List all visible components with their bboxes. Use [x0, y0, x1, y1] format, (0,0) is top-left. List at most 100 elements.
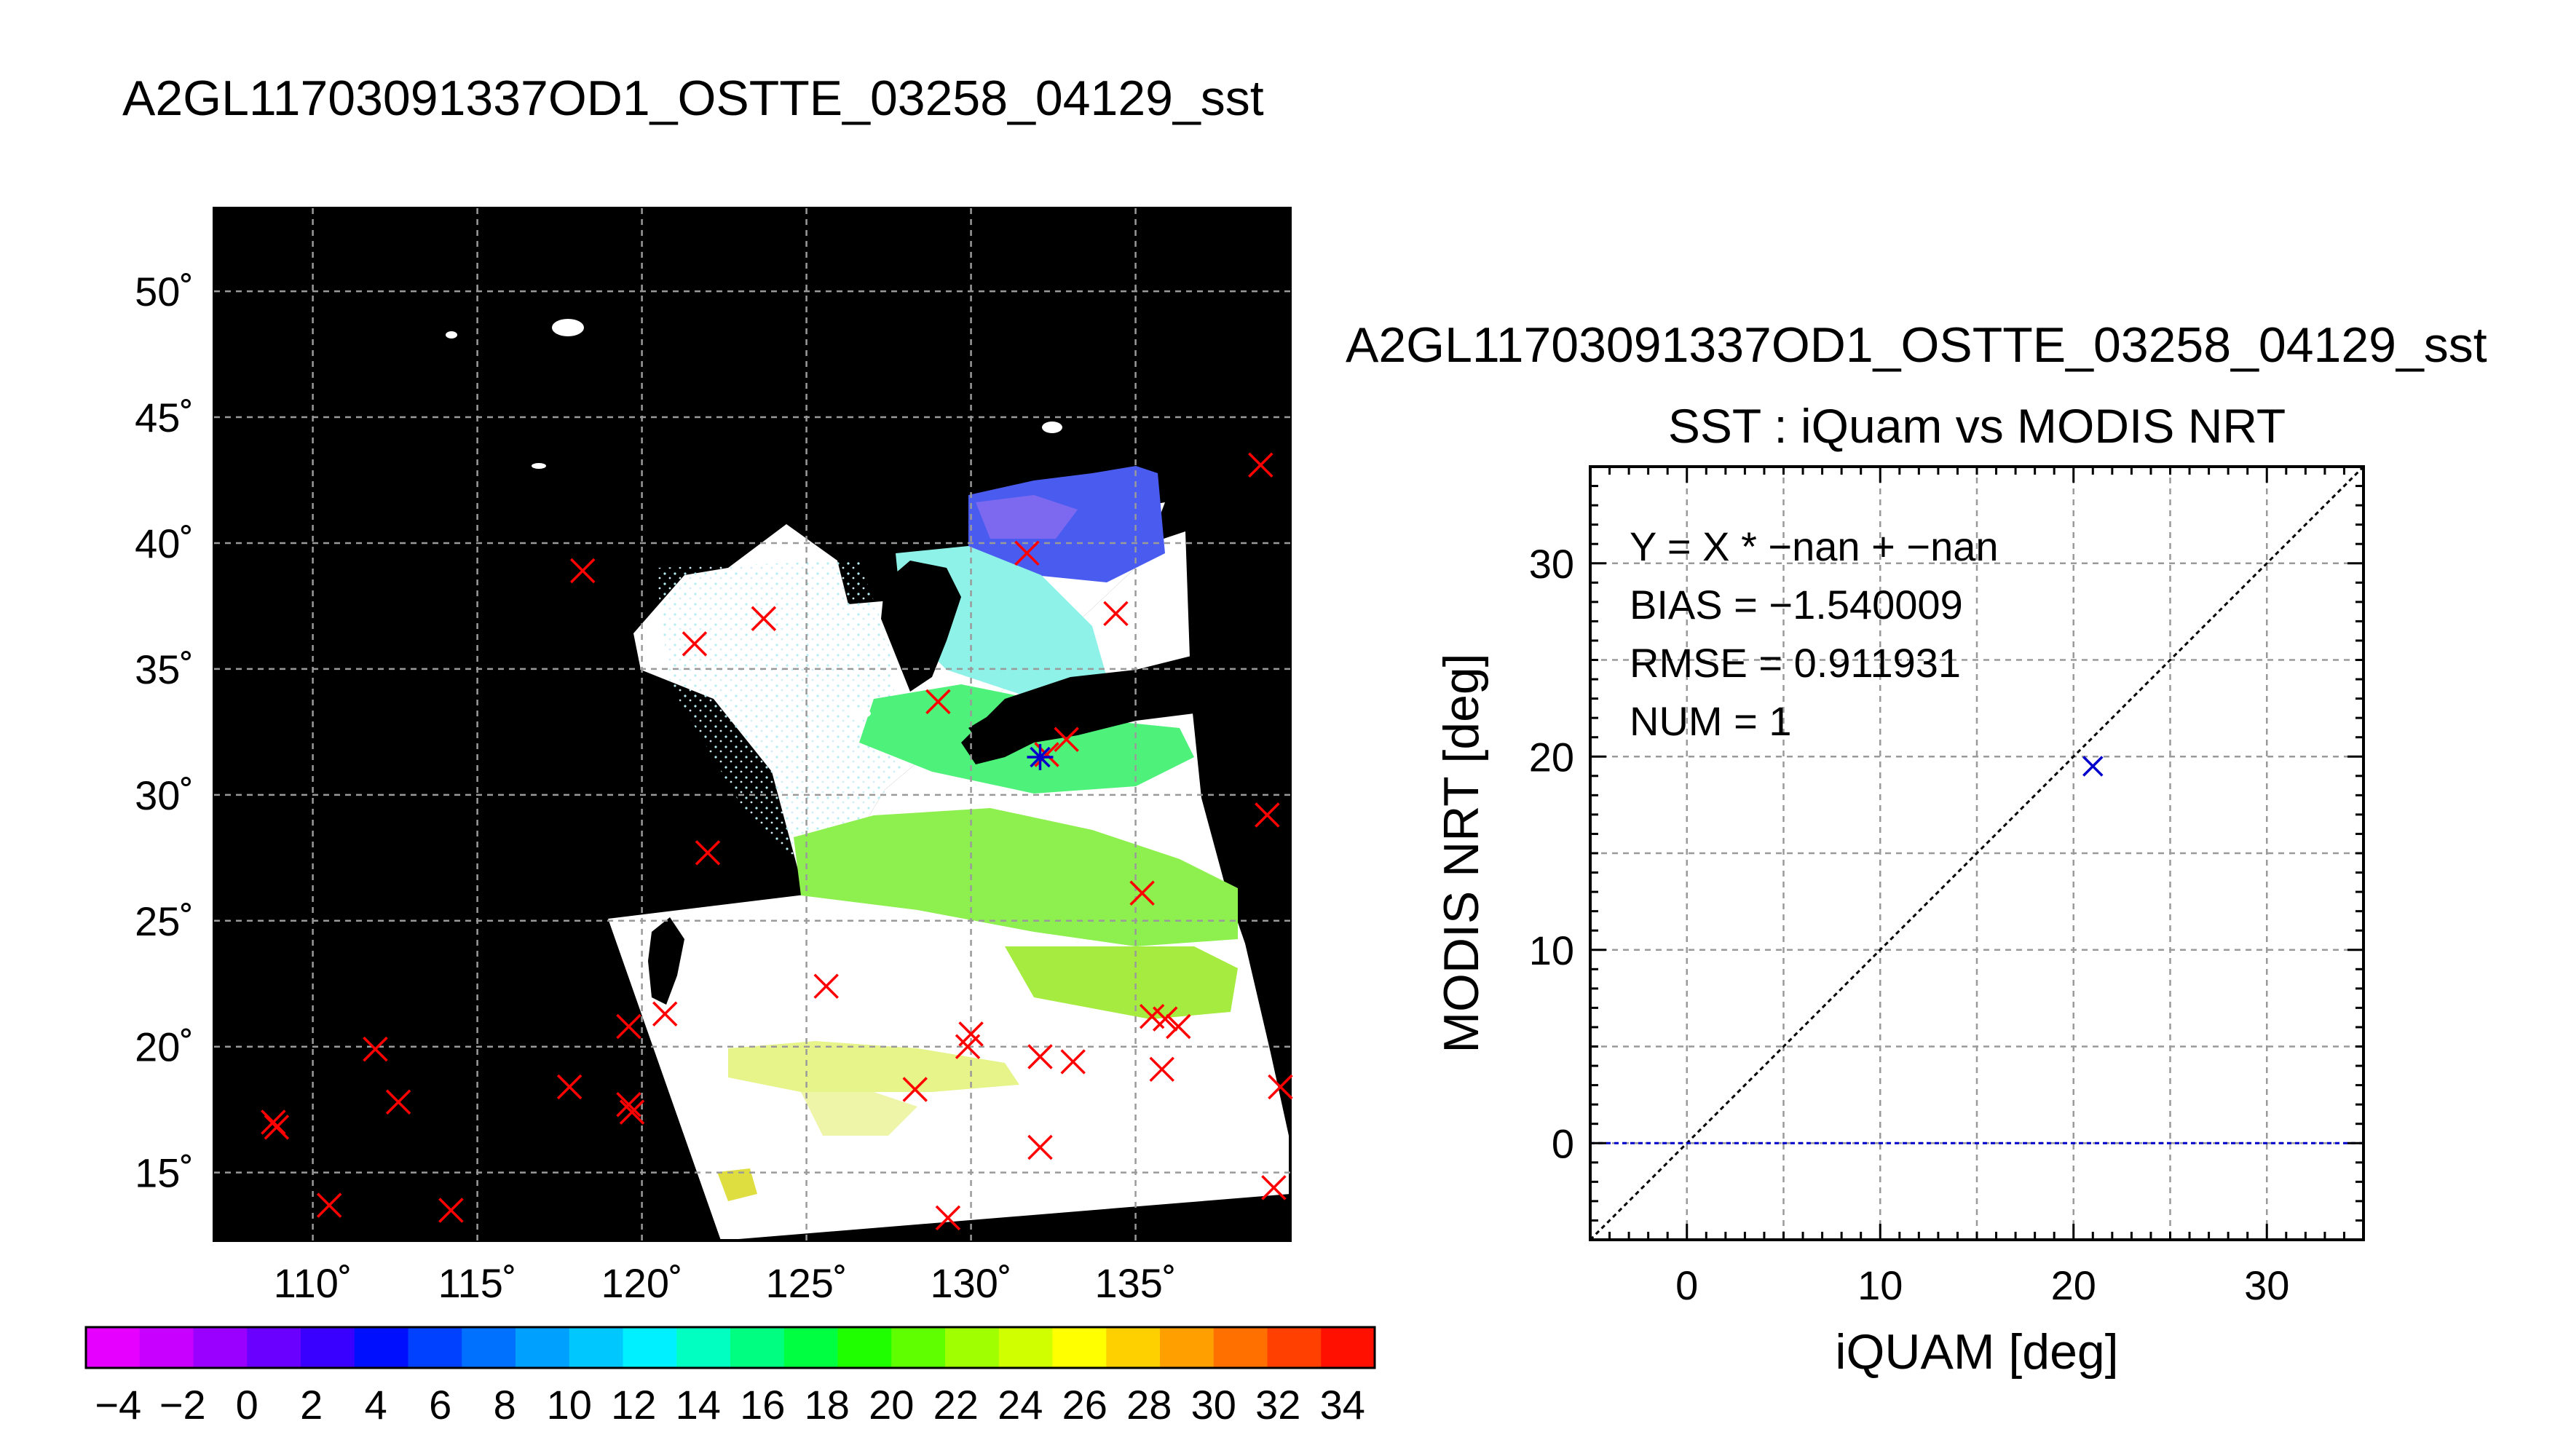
land-speckle: [1042, 422, 1062, 433]
iquam-marker: [1268, 1074, 1293, 1100]
land-china-coast: [214, 208, 728, 1241]
colorbar-tick-label: 2: [300, 1382, 323, 1428]
sst-yellow-patch-1: [728, 1041, 1019, 1092]
colorbar-tick-labels: −4 −2 0 2 4 6 8 10 12 14 16 18 20 22 24 26 28 30 32 34: [95, 1382, 1365, 1428]
marker-stroke: [1149, 1056, 1174, 1083]
iquam-marker: [264, 1115, 290, 1140]
iquam-marker: [1166, 1013, 1191, 1040]
iquam-marker: [616, 1092, 641, 1117]
colorbar-bin: [783, 1327, 838, 1368]
iquam-marker: [902, 1077, 928, 1102]
scatter-point: [2082, 756, 2104, 777]
marker-stroke: [616, 1013, 641, 1040]
iquam-marker: [316, 1192, 342, 1218]
lon-tick-label: 130˚: [931, 1260, 1012, 1306]
land-speckle: [552, 319, 584, 336]
colorbar-bin: [408, 1327, 462, 1368]
iquam-marker: [1027, 1134, 1053, 1160]
marker-stroke: [1030, 746, 1051, 768]
iquam-marker: [955, 1034, 981, 1059]
marker-stroke: [1014, 540, 1040, 566]
lat-tick-label: 50˚: [135, 269, 194, 314]
colorbar-tick-label: 34: [1320, 1382, 1365, 1428]
colorbar-bin: [139, 1327, 194, 1368]
iquam-marker: [1027, 1044, 1053, 1069]
marker-stroke: [1139, 1003, 1165, 1029]
colorbar-tick-label: 4: [365, 1382, 387, 1428]
lon-tick-label: 125˚: [766, 1260, 848, 1306]
colorbar-tick-label: −2: [159, 1382, 206, 1428]
colorbar-bin: [676, 1327, 731, 1368]
colorbar-bin: [891, 1327, 946, 1368]
marker-stroke: [363, 1036, 388, 1062]
iquam-marker: [438, 1198, 464, 1223]
iquam-marker: [1103, 601, 1129, 627]
sst-violet-patch: [976, 495, 1078, 539]
marker-stroke: [813, 973, 839, 999]
iquam-marker: [385, 1089, 411, 1115]
map-title: A2GL11703091337OD1_OSTTE_03258_04129_sst: [122, 71, 1264, 126]
colorbar-bin: [1321, 1327, 1375, 1368]
iquam-marker: [1248, 452, 1273, 478]
iquam-marker: [1129, 880, 1155, 906]
y-tick-label: 0: [1552, 1120, 1574, 1166]
colorbar-bin: [193, 1327, 248, 1368]
lat-tick-label: 30˚: [135, 772, 194, 818]
colorbar-tick-label: 22: [933, 1382, 979, 1428]
marker-stroke: [385, 1089, 411, 1115]
marker-stroke: [695, 840, 721, 866]
stats-line-bias: BIAS = −1.540009: [1630, 582, 1963, 628]
iquam-marker: [925, 689, 951, 715]
colorbar-bin: [462, 1327, 516, 1368]
marker-stroke: [616, 1092, 641, 1117]
iquam-marker: [556, 1074, 583, 1100]
colorbar-tick-label: 28: [1126, 1382, 1172, 1428]
map-frame: [213, 207, 1292, 1242]
colorbar-tick-label: 16: [740, 1382, 785, 1428]
lat-tick-label: 40˚: [135, 521, 194, 566]
lon-tick-label: 120˚: [601, 1260, 683, 1306]
iquam-marker: [1153, 1006, 1178, 1032]
iquam-marker: [569, 558, 596, 584]
colorbar-tick-label: 0: [236, 1382, 258, 1428]
marker-stroke: [1166, 1013, 1191, 1040]
lat-tick-label: 15˚: [135, 1150, 194, 1196]
lon-tick-label: 135˚: [1095, 1260, 1177, 1306]
colorbar-tick-label: 10: [547, 1382, 592, 1428]
colorbar-tick-label: −4: [95, 1382, 141, 1428]
colorbar-bin: [623, 1327, 677, 1368]
land-speckle: [848, 708, 871, 719]
map-tick-labels: 110˚ 115˚ 120˚ 125˚ 130˚ 135˚ 15˚ 20˚ 25˚ 30˚ 35˚ 4…: [135, 269, 1177, 1306]
marker-stroke: [619, 1099, 645, 1125]
marker-stroke: [1261, 1175, 1287, 1200]
colorbar-tick-label: 30: [1191, 1382, 1236, 1428]
land-speckle: [532, 463, 546, 469]
lat-tick-label: 25˚: [135, 898, 194, 944]
iquam-marker: [682, 631, 708, 657]
marker-stroke: [438, 1198, 464, 1223]
marker-stroke: [1027, 1134, 1053, 1160]
stats-block: Y = X * −nan + −nan BIAS = −1.540009 RMS…: [1630, 523, 1999, 744]
lon-tick-label: 115˚: [438, 1260, 517, 1306]
map-graticule: [214, 208, 1290, 1241]
marker-stroke: [1129, 880, 1155, 906]
marker-stroke: [751, 606, 777, 631]
marker-stroke: [1060, 1049, 1086, 1075]
y-tick-label: 20: [1529, 734, 1574, 780]
colorbar-frame: [84, 1326, 1376, 1369]
lat-tick-label: 35˚: [135, 646, 194, 692]
marker-stroke: [569, 558, 596, 584]
iquam-marker: [1060, 1049, 1086, 1075]
colorbar-bin: [354, 1327, 408, 1368]
iquam-marker: [1014, 540, 1040, 566]
colorbar-tick-label: 26: [1062, 1382, 1107, 1428]
stats-line-rmse: RMSE = 0.911931: [1630, 640, 1961, 686]
y-axis-label: MODIS NRT [deg]: [1434, 653, 1489, 1053]
marker-stroke: [1027, 1044, 1053, 1069]
iquam-marker: [935, 1205, 961, 1231]
stats-line-num: NUM = 1: [1630, 698, 1792, 744]
scatter-ticks: [1589, 465, 2365, 1241]
colorbar-tick-label: 8: [494, 1382, 516, 1428]
iquam-marker: [751, 606, 777, 631]
